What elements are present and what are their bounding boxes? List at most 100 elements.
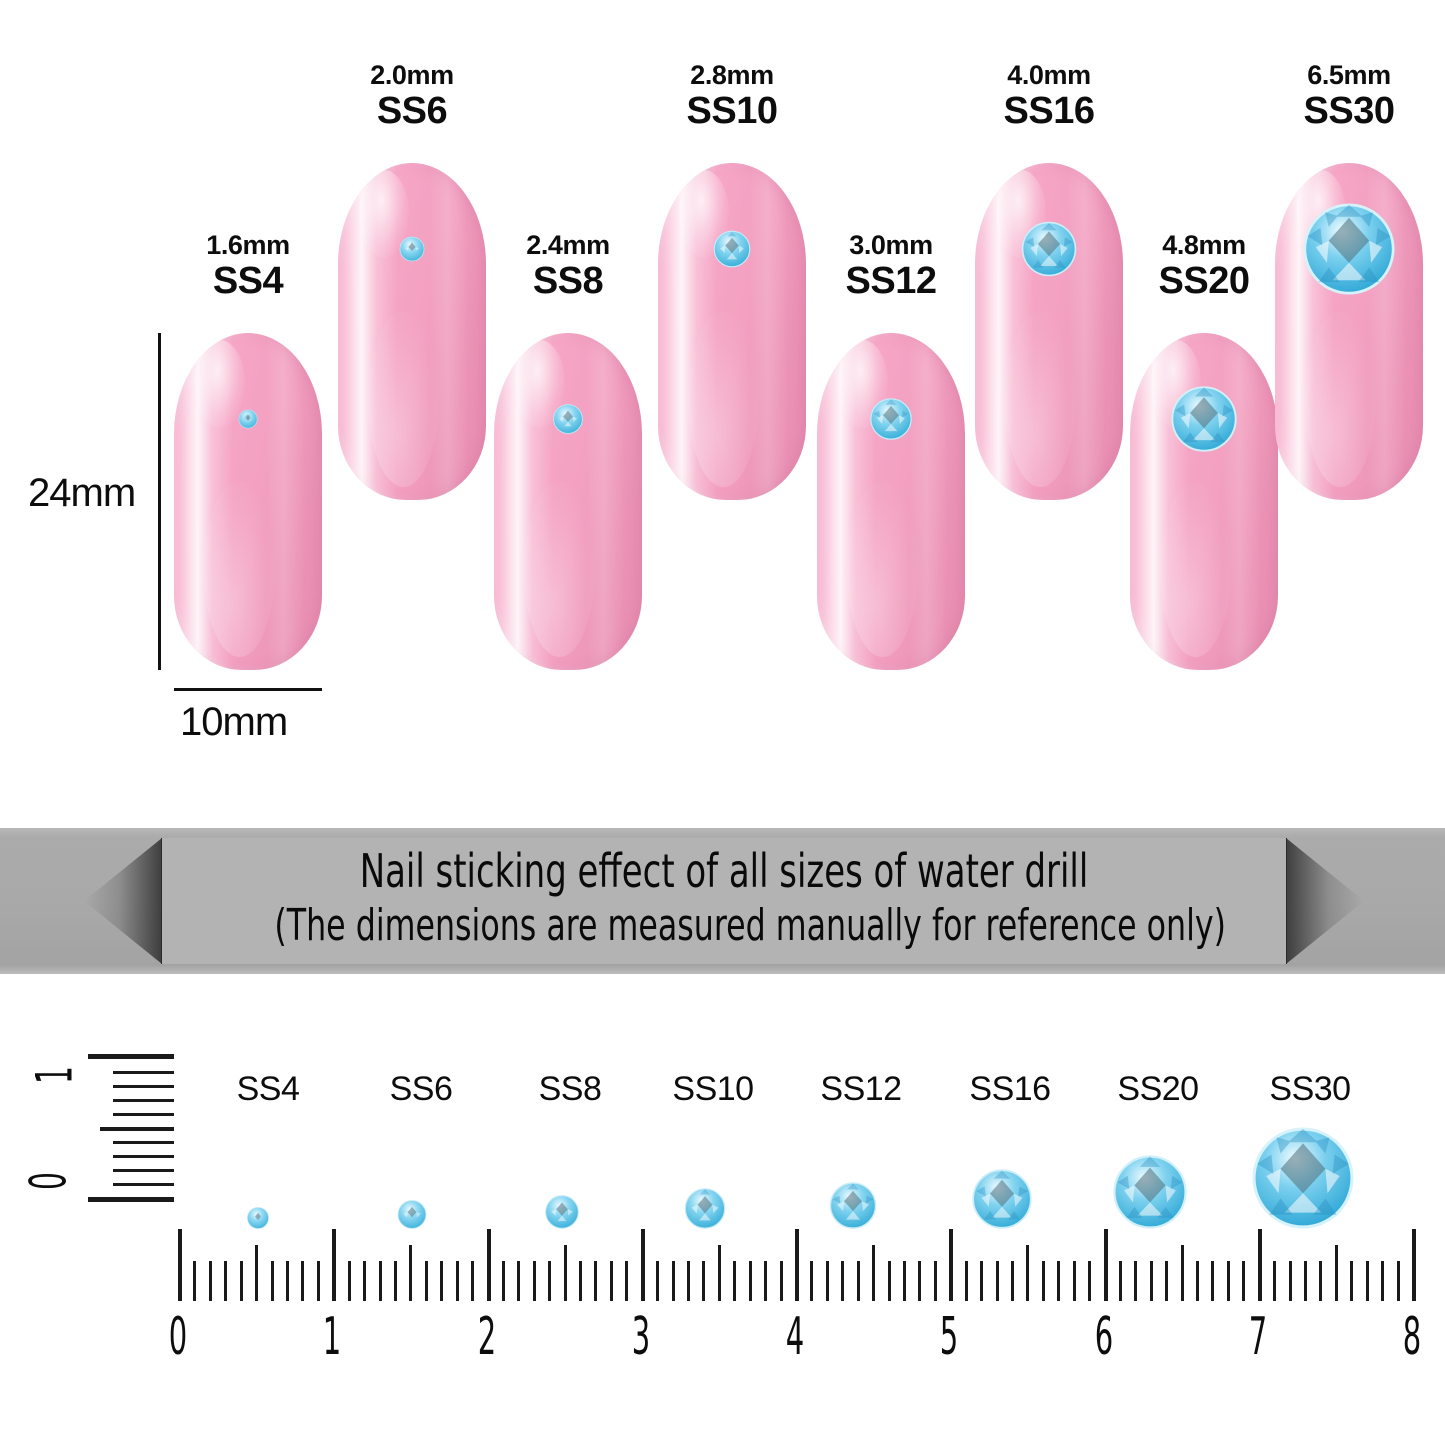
ruler-tick-half [255,1245,259,1301]
ruler-tick-minor [347,1261,351,1301]
vruler-tick-major [88,1197,174,1202]
horizontal-ruler [178,1229,1416,1301]
ruler-tick-minor [625,1261,629,1301]
vruler-tick-minor [113,1071,174,1074]
ruler-tick-minor [764,1261,768,1301]
banner-title: Nail sticking effect of all sizes of wat… [359,844,1089,898]
rhinestone-ss20 [1171,386,1237,452]
ruler-tick-minor [1118,1261,1122,1301]
ruler-tick-major [486,1229,491,1301]
ruler-rhinestone-ss10 [684,1188,726,1229]
ruler-tick-half [1026,1245,1030,1301]
nail-ss-ss10: SS10 [686,90,778,132]
ruler-tick-minor [902,1261,906,1301]
ruler-tick-minor [980,1261,984,1301]
width-dimension-line [174,688,322,691]
nail-shape-ss20 [1130,333,1278,670]
ruler-tick-minor [887,1261,891,1301]
nail-comparison-section: 24mm 10mm 1.6mm SS4 2.0mm SS6 2.4mm SS8 [28,60,1423,744]
ruler-tick-minor [285,1261,289,1301]
nail-ss-ss16: SS16 [1003,90,1095,132]
nail-label-ss30: 6.5mm SS30 [1304,62,1395,131]
banner-panel: Nail sticking effect of all sizes of wat… [162,838,1286,964]
nail-mm-ss12: 3.0mm [849,230,933,260]
ruler-tick-minor [1242,1261,1246,1301]
ruler-tick-minor [1381,1261,1385,1301]
nail-label-ss12: 3.0mm SS12 [845,230,937,302]
nail-shape-ss30 [1275,163,1423,500]
rhinestone-ss30 [1303,203,1395,295]
ruler-tick-minor [1365,1261,1369,1301]
ruler-tick-minor [733,1261,737,1301]
ruler-tick-minor [702,1261,706,1301]
ruler-tick-major [795,1229,799,1301]
rhinestone-ss12 [870,398,912,440]
ruler-rhinestone-ss6 [397,1200,427,1229]
ruler-tick-minor [1196,1261,1200,1301]
vruler-tick-minor [113,1155,174,1158]
ruler-tick-minor [1041,1261,1045,1301]
nail-shape-ss4 [174,333,322,670]
ruler-tick-half [872,1245,876,1301]
nail-mm-ss16: 4.0mm [1007,60,1091,90]
ruler-tick-minor [579,1261,583,1301]
ruler-label-ss8: SS8 [538,1070,602,1108]
nail-ss-ss8: SS8 [532,260,604,302]
ruler-tick-minor [656,1261,660,1301]
ruler-tick-minor [671,1261,675,1301]
ruler-tick-minor [301,1261,305,1301]
ruler-tick-minor [1396,1261,1400,1301]
nail-mm-ss10: 2.8mm [690,60,774,90]
ruler-number-1: 1 [323,1307,342,1367]
ruler-tick-half [409,1245,413,1301]
vruler-tick-major [88,1054,174,1059]
vruler-number-0: 0 [19,1172,78,1190]
nail-label-ss16: 4.0mm SS16 [1003,60,1095,132]
ruler-number-4: 4 [785,1307,805,1367]
ruler-tick-minor [1165,1261,1169,1301]
nail-ss-ss12: SS12 [845,260,937,302]
ruler-tick-minor [363,1261,367,1301]
ruler-tick-minor [609,1261,613,1301]
rhinestone-ss4 [238,409,258,429]
ruler-tick-minor [1273,1261,1277,1301]
ruler-number-0: 0 [168,1307,188,1367]
ruler-number-3: 3 [631,1307,650,1367]
nail-label-ss6: 2.0mm SS6 [370,62,454,131]
arrow-right-icon [1286,838,1364,964]
ruler-tick-major [640,1229,645,1301]
ruler-tick-minor [517,1261,521,1301]
nail-shape-ss12 [817,333,965,670]
banner-subtitle: (The dimensions are measured manually fo… [274,900,1226,951]
rhinestone-ss16 [1021,221,1077,277]
vruler-tick-minor [113,1169,174,1172]
ruler-rhinestone-ss8 [545,1195,579,1229]
vruler-number-1: 1 [25,1066,84,1084]
ruler-tick-major [178,1229,182,1301]
ruler-label-ss4: SS4 [236,1070,300,1108]
nail-label-ss20: 4.8mm SS20 [1159,232,1250,301]
ruler-tick-minor [810,1261,814,1301]
ruler-tick-minor [594,1261,598,1301]
ruler-label-ss30: SS30 [1269,1070,1351,1108]
rhinestone-ss8 [553,404,583,434]
ruler-rhinestone-ss16 [972,1169,1032,1229]
ruler-comparison-section: 1 0 SS4 SS6 SS8 SS10 SS12 SS16 SS20 SS30… [0,974,1445,1445]
ruler-tick-minor [841,1261,845,1301]
vruler-tick-minor [113,1183,174,1186]
ruler-tick-minor [1057,1261,1061,1301]
ruler-tick-minor [1226,1261,1230,1301]
ruler-tick-minor [1211,1261,1215,1301]
ruler-tick-major [332,1229,337,1301]
vruler-tick-minor [113,1099,174,1102]
ruler-tick-minor [270,1261,274,1301]
ruler-number-2: 2 [477,1307,496,1367]
ruler-tick-half [717,1245,721,1301]
rhinestone-ss10 [713,230,751,268]
ruler-tick-minor [918,1261,922,1301]
vruler-tick-minor [113,1113,174,1116]
nail-label-ss8: 2.4mm SS8 [526,232,610,302]
ruler-tick-minor [532,1261,536,1301]
ruler-rhinestone-ss12 [829,1182,877,1229]
ruler-tick-minor [856,1261,860,1301]
